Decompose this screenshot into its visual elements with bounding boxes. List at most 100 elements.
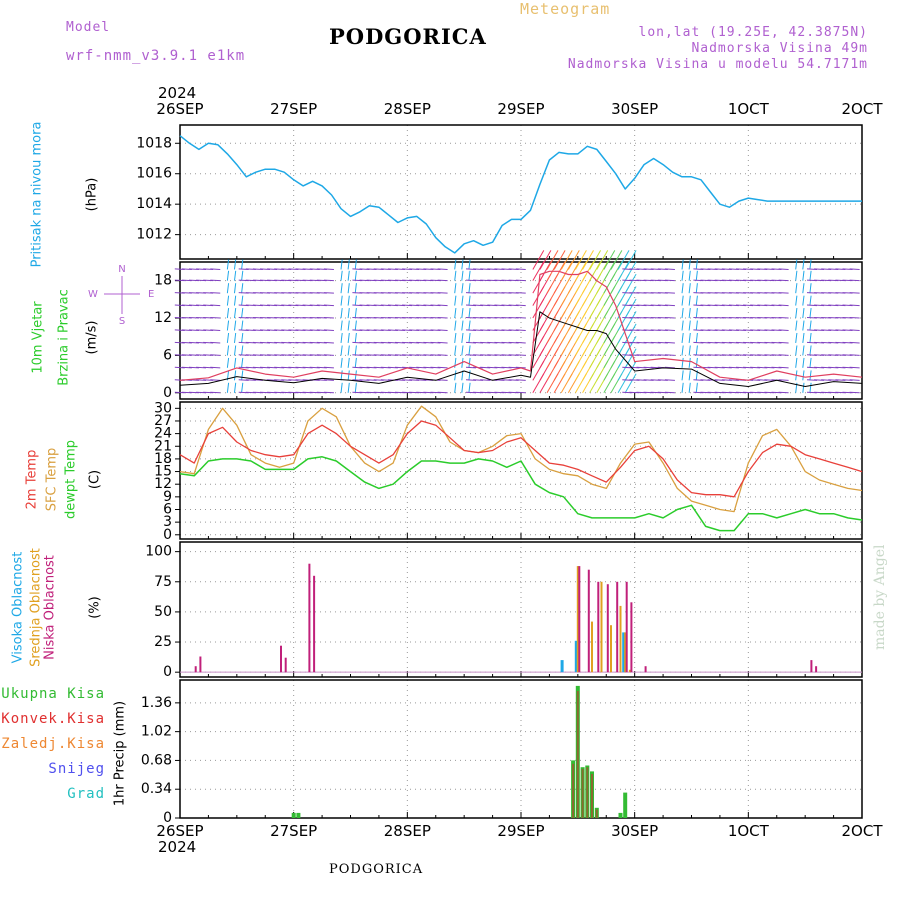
wind-arrow	[681, 345, 684, 356]
wind-arrow	[468, 357, 471, 368]
wind-arrow	[437, 268, 448, 270]
wind-arrow	[603, 261, 616, 281]
wind-arrow	[681, 308, 684, 319]
wind-arrow	[515, 341, 526, 344]
wind-arrow	[241, 382, 244, 393]
wind-arrow	[323, 268, 334, 270]
wind-arrow	[802, 270, 805, 281]
cloud-bar	[616, 581, 619, 673]
wind-arrow	[617, 250, 630, 270]
cloud-bar	[610, 625, 612, 673]
top-tick-label: 26SEP	[156, 100, 203, 118]
y-tick-label: 0	[163, 385, 172, 401]
wind-arrow	[617, 261, 630, 281]
wind-arrow	[624, 373, 637, 394]
wind-arrow	[553, 250, 566, 270]
wind-arrow	[624, 298, 637, 319]
wind-arrow	[795, 259, 798, 270]
wind-arrow	[437, 366, 448, 369]
wind-arrow	[454, 357, 457, 368]
wind-arrow	[688, 259, 691, 270]
wind-arrow	[589, 261, 602, 281]
y-tick-label: 1018	[136, 135, 172, 151]
wind-arrow	[454, 320, 457, 331]
wind-arrow	[468, 332, 471, 344]
wind-arrow	[437, 279, 448, 282]
precip-bar-total	[291, 812, 296, 818]
wind-arrow	[468, 259, 471, 270]
model-name: wrf-nmm_v3.9.1 e1km	[66, 48, 246, 64]
wind-arrow	[437, 391, 448, 394]
wind-arrow	[468, 308, 471, 319]
wind-arrow	[681, 357, 684, 368]
wind-arrow	[233, 382, 237, 393]
wind-arrow	[347, 295, 350, 306]
snow-label: Snijeg	[48, 761, 105, 777]
wind-arrow	[610, 250, 623, 270]
wind-arrow	[795, 332, 798, 344]
wind-arrow	[688, 320, 691, 331]
wind-arrow	[461, 283, 464, 294]
wind-arrow	[778, 292, 789, 294]
wind-arrow	[778, 391, 789, 394]
wind-arrow	[347, 332, 350, 344]
wind-arrow	[210, 268, 221, 270]
wind-arrow	[461, 332, 464, 344]
wind-arrow	[778, 366, 789, 369]
wind-arrow	[681, 370, 684, 381]
wind-arrow	[681, 283, 684, 294]
cloud-bar	[628, 669, 631, 673]
wind-speed-line	[179, 311, 863, 387]
top-tick-label: 29SEP	[497, 100, 544, 118]
wind-arrow	[809, 382, 812, 393]
wind-arrow	[340, 345, 343, 356]
wind-arrow	[695, 357, 698, 368]
wind-arrow	[515, 279, 526, 282]
wind-arrow	[347, 270, 350, 281]
cloud-bar	[574, 640, 578, 673]
y-tick-label: 15	[154, 464, 172, 480]
wind-arrow	[354, 259, 357, 270]
pressure-line	[179, 135, 862, 254]
wind-arrow	[664, 268, 675, 270]
compass-s: S	[119, 316, 125, 327]
wind-arrow	[624, 311, 637, 331]
wind-arrow	[809, 345, 812, 356]
y-tick-label: 9	[163, 489, 172, 505]
wind-arrow	[461, 270, 464, 281]
wind-arrow	[340, 320, 343, 331]
panel-frame	[179, 541, 863, 678]
wind-arrow	[226, 259, 230, 270]
wind-arrow	[437, 292, 448, 294]
bottom-tick-label: 2OCT	[842, 822, 884, 840]
y-tick-label: 0	[163, 664, 172, 680]
wind-arrow	[340, 357, 343, 368]
wind-arrow	[226, 295, 230, 306]
y-tick-label: 6	[163, 347, 172, 363]
wind-arrow	[454, 270, 457, 281]
compass-w: W	[88, 289, 98, 300]
wind-arrow	[681, 259, 684, 270]
wind-arrow	[354, 370, 357, 381]
wind-arrow	[695, 295, 698, 306]
wind-arrow	[664, 391, 675, 394]
wind-arrow	[688, 357, 691, 368]
wind-arrow	[795, 357, 798, 368]
wind-arrow	[688, 295, 691, 306]
wind-arrow	[624, 273, 637, 294]
wind-arrow	[624, 348, 637, 369]
wind-arrow	[354, 345, 357, 356]
wind-arrow	[226, 332, 230, 344]
wind-arrow	[241, 345, 244, 356]
wind-arrow	[802, 357, 805, 368]
wind-arrow	[560, 250, 573, 270]
wind-arrow	[515, 268, 526, 270]
conv-rain-label: Konvek.Kisa	[1, 711, 105, 727]
wind-arrow	[340, 283, 343, 294]
y-tick-label: 1.36	[141, 695, 172, 711]
wind-arrow	[695, 283, 698, 294]
wind-arrow	[454, 308, 457, 319]
frozen-rain-label: Zaledj.Kisa	[1, 736, 105, 752]
wind-compass-icon: N W E S	[88, 264, 154, 327]
